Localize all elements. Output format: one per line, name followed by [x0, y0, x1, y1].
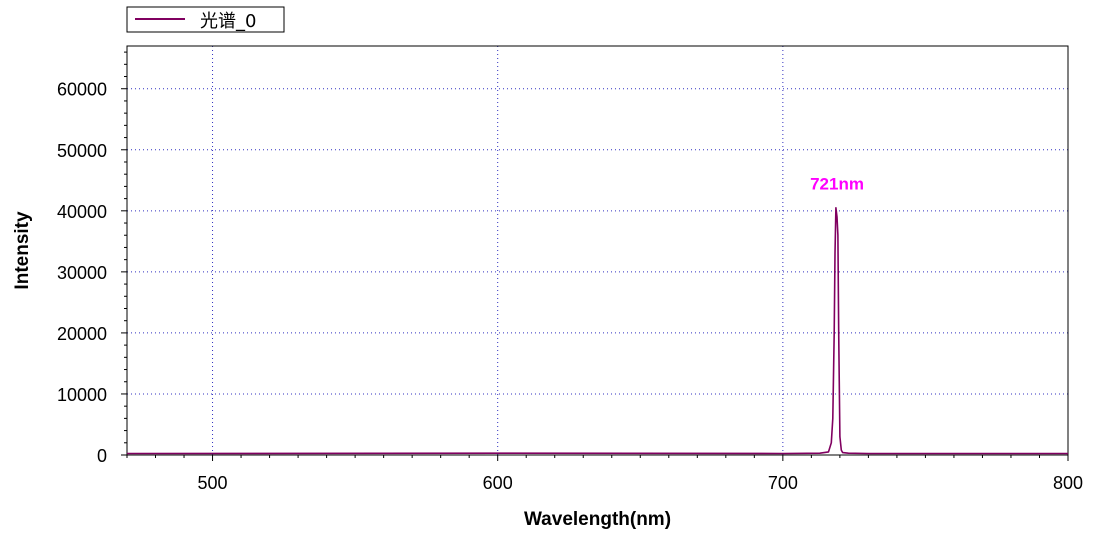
plot-frame: [126, 45, 1069, 456]
legend: 光谱_0: [126, 6, 285, 33]
series-line: [126, 207, 1068, 455]
y-tick-label: 50000: [57, 141, 107, 161]
x-axis-title: Wavelength(nm): [524, 509, 671, 530]
legend-label: 光谱_0: [200, 11, 256, 32]
series-layer: [126, 207, 1068, 455]
y-axis-title: Intensity: [12, 211, 33, 290]
axis-ticks: 500 600 700 800 0 10000 20000 30000 40000 50000 60…: [57, 51, 1083, 493]
x-tick-label: 700: [768, 473, 798, 493]
y-tick-label: 10000: [57, 385, 107, 405]
x-tick-label: 800: [1053, 473, 1083, 493]
peak-label: 721nm: [810, 174, 864, 193]
y-tick-label: 60000: [57, 80, 107, 100]
x-tick-label: 500: [198, 473, 228, 493]
y-tick-label: 40000: [57, 202, 107, 222]
y-tick-label: 0: [97, 446, 107, 466]
annotations: 721nm: [810, 174, 864, 193]
y-tick-label: 30000: [57, 263, 107, 283]
x-tick-label: 600: [483, 473, 513, 493]
grid-lines: [127, 46, 1068, 455]
y-tick-label: 20000: [57, 324, 107, 344]
